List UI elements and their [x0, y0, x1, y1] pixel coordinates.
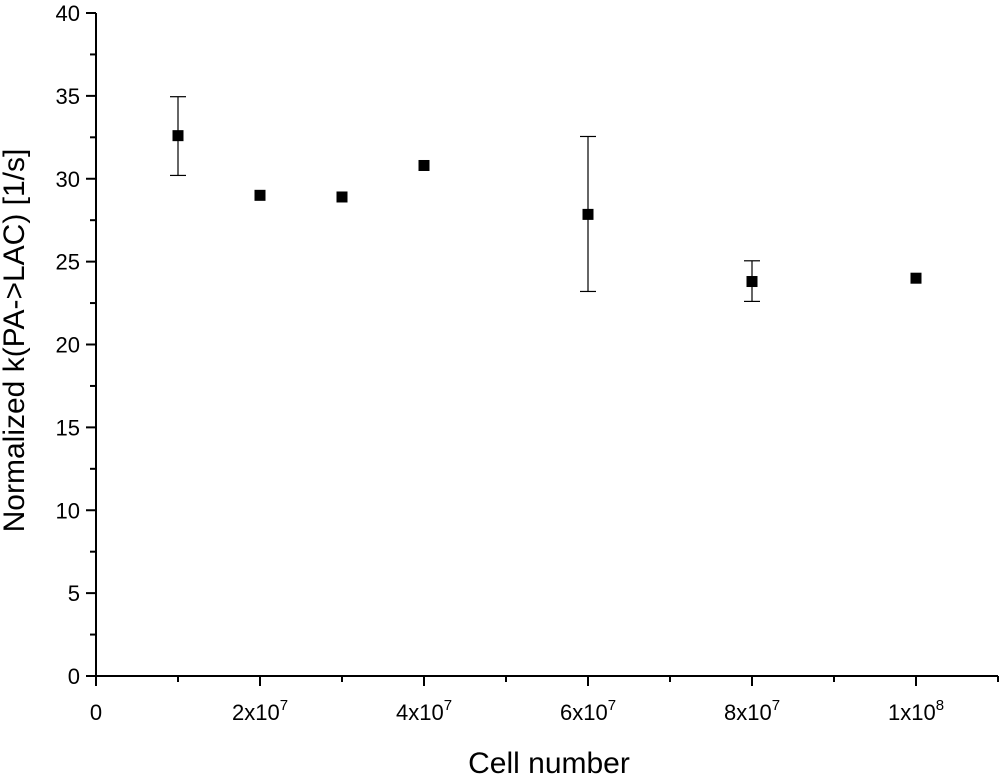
y-tick-label: 20 [56, 333, 80, 358]
x-tick-label: 1x108 [888, 697, 944, 725]
y-tick-label: 40 [56, 1, 80, 26]
x-tick-exponent: 8 [936, 697, 944, 714]
data-point [336, 191, 348, 203]
y-tick-label: 0 [68, 664, 80, 689]
y-tick-label: 35 [56, 84, 80, 109]
x-tick-mantissa: 1x10 [888, 700, 936, 725]
y-tick-label: 10 [56, 498, 80, 523]
x-tick-exponent: 7 [444, 697, 452, 714]
y-tick-label: 25 [56, 250, 80, 275]
data-point [910, 272, 922, 284]
data-point [172, 130, 184, 142]
x-axis-title: Cell number [468, 747, 630, 780]
x-tick-exponent: 7 [608, 697, 616, 714]
data-point [418, 159, 430, 171]
x-tick-mantissa: 0 [90, 700, 102, 725]
data-point [582, 208, 594, 220]
axes [95, 13, 998, 677]
y-axis-ticks: 0 5 10 15 20 25 30 35 40 [56, 1, 96, 689]
y-tick-label: 5 [68, 581, 80, 606]
data-point [254, 189, 266, 201]
y-tick-label: 30 [56, 167, 80, 192]
x-tick-mantissa: 2x10 [232, 700, 280, 725]
x-tick-mantissa: 4x10 [396, 700, 444, 725]
x-tick-label: 0 [90, 700, 102, 725]
x-tick-label: 2x107 [232, 697, 288, 725]
x-tick-exponent: 7 [772, 697, 780, 714]
y-axis-title: Normalized k(PA->LAC) [1/s] [0, 149, 31, 533]
data-points [172, 130, 922, 288]
data-point [746, 276, 758, 288]
x-tick-mantissa: 6x10 [560, 700, 608, 725]
x-tick-exponent: 7 [280, 697, 288, 714]
x-tick-label: 4x107 [396, 697, 452, 725]
y-tick-label: 15 [56, 415, 80, 440]
x-tick-label: 6x107 [560, 697, 616, 725]
x-tick-mantissa: 8x10 [724, 700, 772, 725]
x-axis-ticks: 0 2x107 4x107 6x107 8x107 1x108 [90, 676, 999, 725]
x-tick-label: 8x107 [724, 697, 780, 725]
